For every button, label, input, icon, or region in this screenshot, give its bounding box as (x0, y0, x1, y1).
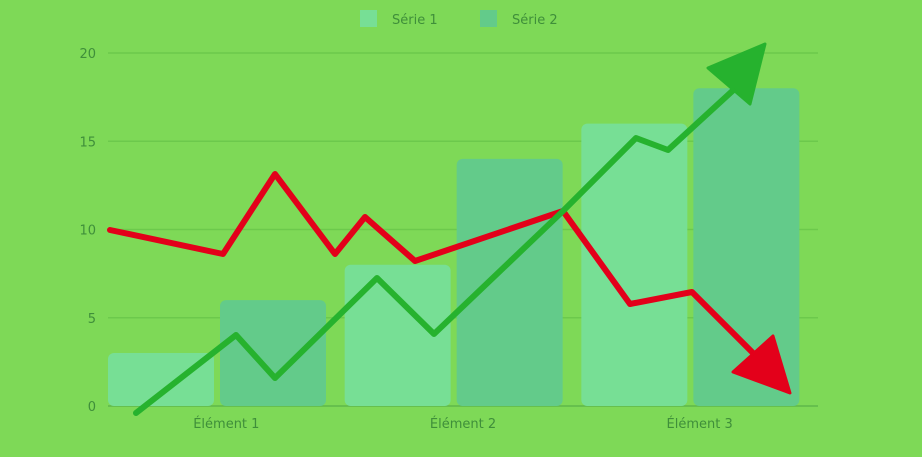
bar-2-2 (456, 158, 563, 406)
bars (108, 88, 800, 407)
bar-1-3 (581, 123, 688, 406)
y-tick-label: 0 (88, 400, 96, 415)
y-tick-label: 10 (79, 224, 96, 239)
legend-swatch (480, 10, 497, 27)
y-tick-label: 15 (79, 135, 96, 150)
bar-1-1 (108, 353, 214, 406)
x-axis-ticks: Élément 1 Élément 2 Élément 3 (193, 416, 733, 432)
legend: Série 1 Série 2 (360, 10, 558, 28)
y-tick-label: 5 (88, 312, 96, 327)
red-trend-line (107, 171, 768, 368)
trend-arrows-decoration (107, 42, 792, 416)
bar-2-1 (220, 300, 326, 406)
legend-label: Série 1 (392, 13, 438, 28)
red-arrowhead (731, 334, 792, 395)
legend-label: Série 2 (512, 13, 558, 28)
x-tick-label: Élément 2 (430, 416, 496, 432)
y-tick-label: 20 (79, 47, 96, 62)
legend-swatch (360, 10, 377, 27)
y-axis-ticks: 0 5 10 15 20 (79, 47, 96, 415)
bar-2-3 (693, 88, 800, 407)
green-arrowhead (706, 42, 767, 106)
green-trend-line (133, 81, 743, 416)
x-tick-label: Élément 1 (193, 416, 259, 432)
x-tick-label: Élément 3 (667, 416, 733, 432)
bar-1-2 (344, 264, 451, 406)
